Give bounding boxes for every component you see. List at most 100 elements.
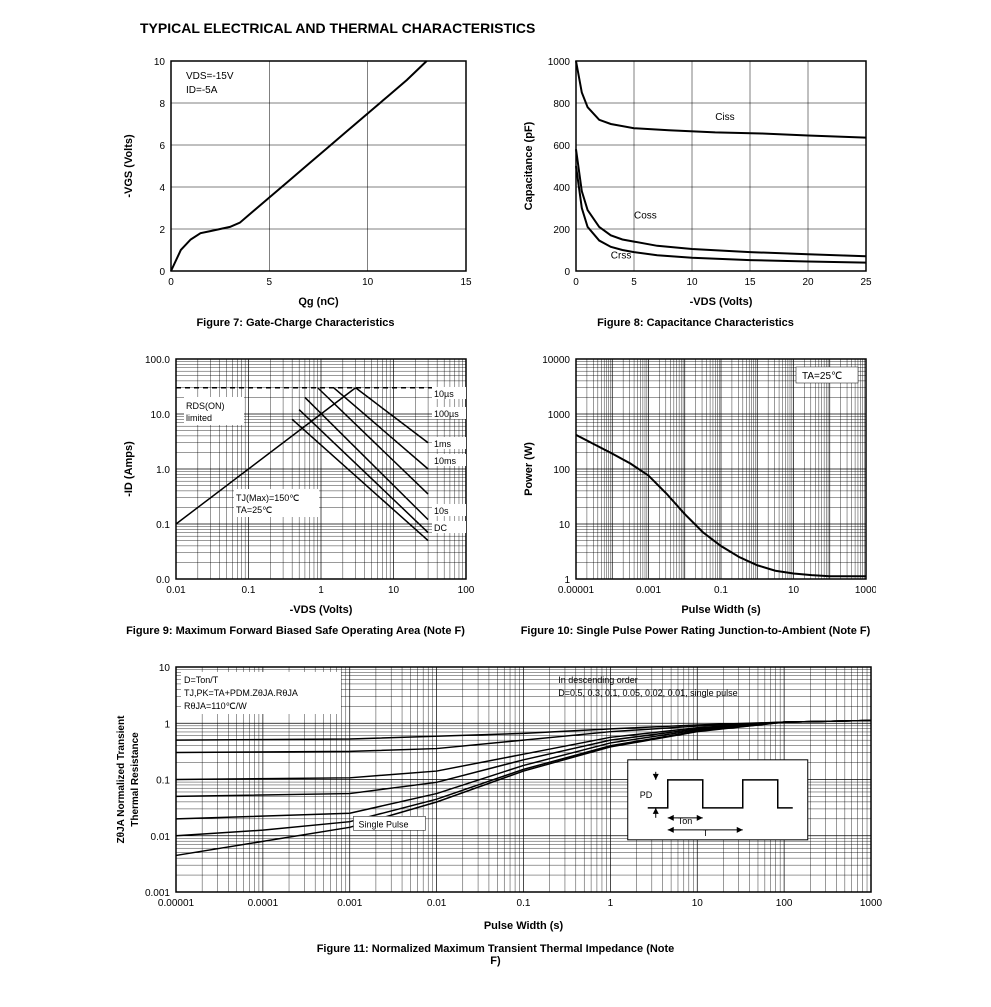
svg-text:TA=25℃: TA=25℃ [236,505,272,515]
svg-text:10: 10 [691,898,703,909]
svg-text:10: 10 [787,585,799,596]
svg-text:PD: PD [639,790,652,800]
svg-text:100: 100 [553,465,570,476]
fig8-caption: Figure 8: Capacitance Characteristics [597,317,794,329]
svg-text:Thermal Resistance: Thermal Resistance [130,732,141,827]
svg-text:10: 10 [158,663,170,674]
svg-text:0.0001: 0.0001 [247,898,278,909]
svg-text:200: 200 [553,225,570,236]
svg-text:1000: 1000 [854,585,875,596]
svg-text:10: 10 [387,585,399,596]
svg-text:D=0.5, 0.3, 0.1, 0.05, 0.02, 0: D=0.5, 0.3, 0.1, 0.05, 0.02, 0.01, singl… [558,688,737,698]
svg-text:600: 600 [553,141,570,152]
svg-text:0.00001: 0.00001 [157,898,194,909]
svg-text:10: 10 [686,277,698,288]
svg-text:D=Ton/T: D=Ton/T [184,675,219,685]
svg-text:4: 4 [159,183,165,194]
svg-text:Ciss: Ciss [715,112,734,123]
svg-text:1: 1 [564,575,570,586]
svg-text:TJ(Max)=150℃: TJ(Max)=150℃ [236,493,299,503]
svg-text:10ms: 10ms [434,456,457,466]
fig9-caption: Figure 9: Maximum Forward Biased Safe Op… [126,625,465,637]
svg-text:0.001: 0.001 [337,898,362,909]
svg-text:0: 0 [159,267,165,278]
fig9-chart: 0.010.11101000.00.11.010.0100.0-VDS (Vol… [116,349,476,619]
svg-text:15: 15 [460,277,472,288]
svg-text:0: 0 [168,277,174,288]
svg-text:0.01: 0.01 [426,898,446,909]
svg-text:ID=-5A: ID=-5A [186,85,218,96]
svg-text:1000: 1000 [547,57,570,68]
svg-text:0.1: 0.1 [516,898,530,909]
svg-text:10: 10 [153,57,165,68]
svg-text:limited: limited [186,413,212,423]
svg-text:400: 400 [553,183,570,194]
svg-text:0: 0 [573,277,579,288]
svg-text:0.01: 0.01 [150,832,170,843]
row-1: 0 5 10 15 0 2 4 6 8 10 Qg (nC) -VGS (Volts) VDS=-15V… [20,51,971,329]
svg-text:Pulse Width (s): Pulse Width (s) [681,604,761,616]
svg-text:0.0: 0.0 [156,575,170,586]
svg-text:0.1: 0.1 [156,520,170,531]
svg-text:15: 15 [744,277,756,288]
svg-text:-VDS (Volts): -VDS (Volts) [289,604,352,616]
svg-text:5: 5 [631,277,637,288]
svg-text:ZθJA Normalized Transient: ZθJA Normalized Transient [116,715,127,844]
row-3: 0.000010.00010.0010.010.111010010000.001… [20,657,971,967]
fig11-chart: 0.000010.00010.0010.010.111010010000.001… [106,657,886,937]
svg-text:-VDS (Volts): -VDS (Volts) [689,296,752,308]
fig11-caption: Figure 11: Normalized Maximum Transient … [316,943,676,967]
svg-text:100.0: 100.0 [144,355,169,366]
svg-text:TJ,PK=TA+PDM.ZθJA.RθJA: TJ,PK=TA+PDM.ZθJA.RθJA [184,688,298,698]
svg-text:10µs: 10µs [434,389,454,399]
svg-text:Power (W): Power (W) [523,442,535,496]
svg-text:TA=25℃: TA=25℃ [802,371,842,382]
svg-text:0: 0 [564,267,570,278]
svg-text:100: 100 [775,898,792,909]
svg-text:-VGS (Volts): -VGS (Volts) [123,134,135,198]
fig10-caption: Figure 10: Single Pulse Power Rating Jun… [521,625,871,637]
svg-text:1ms: 1ms [434,439,452,449]
svg-text:20: 20 [802,277,814,288]
svg-text:0.001: 0.001 [635,585,660,596]
svg-text:1000: 1000 [859,898,882,909]
svg-text:VDS=-15V: VDS=-15V [186,71,234,82]
svg-text:10.0: 10.0 [150,410,170,421]
svg-text:Capacitance (pF): Capacitance (pF) [523,121,535,210]
fig9-block: 0.010.11101000.00.11.010.0100.0-VDS (Vol… [116,349,476,637]
fig7-block: 0 5 10 15 0 2 4 6 8 10 Qg (nC) -VGS (Volts) VDS=-15V… [116,51,476,329]
fig8-block: 051015202502004006008001000-VDS (Volts)C… [516,51,876,329]
svg-text:RDS(ON): RDS(ON) [186,401,225,411]
svg-text:0.1: 0.1 [714,585,728,596]
fig11-block: 0.000010.00010.0010.010.111010010000.001… [106,657,886,967]
svg-text:100µs: 100µs [434,409,459,419]
fig8-chart: 051015202502004006008001000-VDS (Volts)C… [516,51,876,311]
svg-text:2: 2 [159,225,165,236]
svg-text:800: 800 [553,99,570,110]
svg-text:10: 10 [362,277,374,288]
svg-text:5: 5 [266,277,272,288]
row-2: 0.010.11101000.00.11.010.0100.0-VDS (Vol… [20,349,971,637]
svg-text:8: 8 [159,99,165,110]
svg-text:1000: 1000 [547,410,570,421]
fig7-caption: Figure 7: Gate-Charge Characteristics [196,317,394,329]
svg-text:1: 1 [318,585,324,596]
svg-text:Crss: Crss [610,250,631,261]
svg-text:Pulse Width (s): Pulse Width (s) [483,920,563,932]
svg-text:-ID (Amps): -ID (Amps) [123,441,135,497]
fig10-block: 0.000010.0010.1101000110100100010000Puls… [516,349,876,637]
svg-text:100: 100 [457,585,474,596]
svg-text:10s: 10s [434,506,449,516]
svg-text:0.001: 0.001 [144,888,169,899]
svg-text:0.1: 0.1 [241,585,255,596]
page-title: TYPICAL ELECTRICAL AND THERMAL CHARACTER… [140,20,971,36]
svg-text:RθJA=110℃/W: RθJA=110℃/W [184,701,247,711]
svg-text:0.1: 0.1 [156,776,170,787]
svg-text:6: 6 [159,141,165,152]
svg-text:Qg (nC): Qg (nC) [298,296,339,308]
svg-text:1.0: 1.0 [156,465,170,476]
svg-text:10: 10 [558,520,570,531]
svg-text:Single Pulse: Single Pulse [358,819,408,829]
fig7-chart: 0 5 10 15 0 2 4 6 8 10 Qg (nC) -VGS (Volts) VDS=-15V… [116,51,476,311]
svg-text:In descending order: In descending order [558,675,638,685]
